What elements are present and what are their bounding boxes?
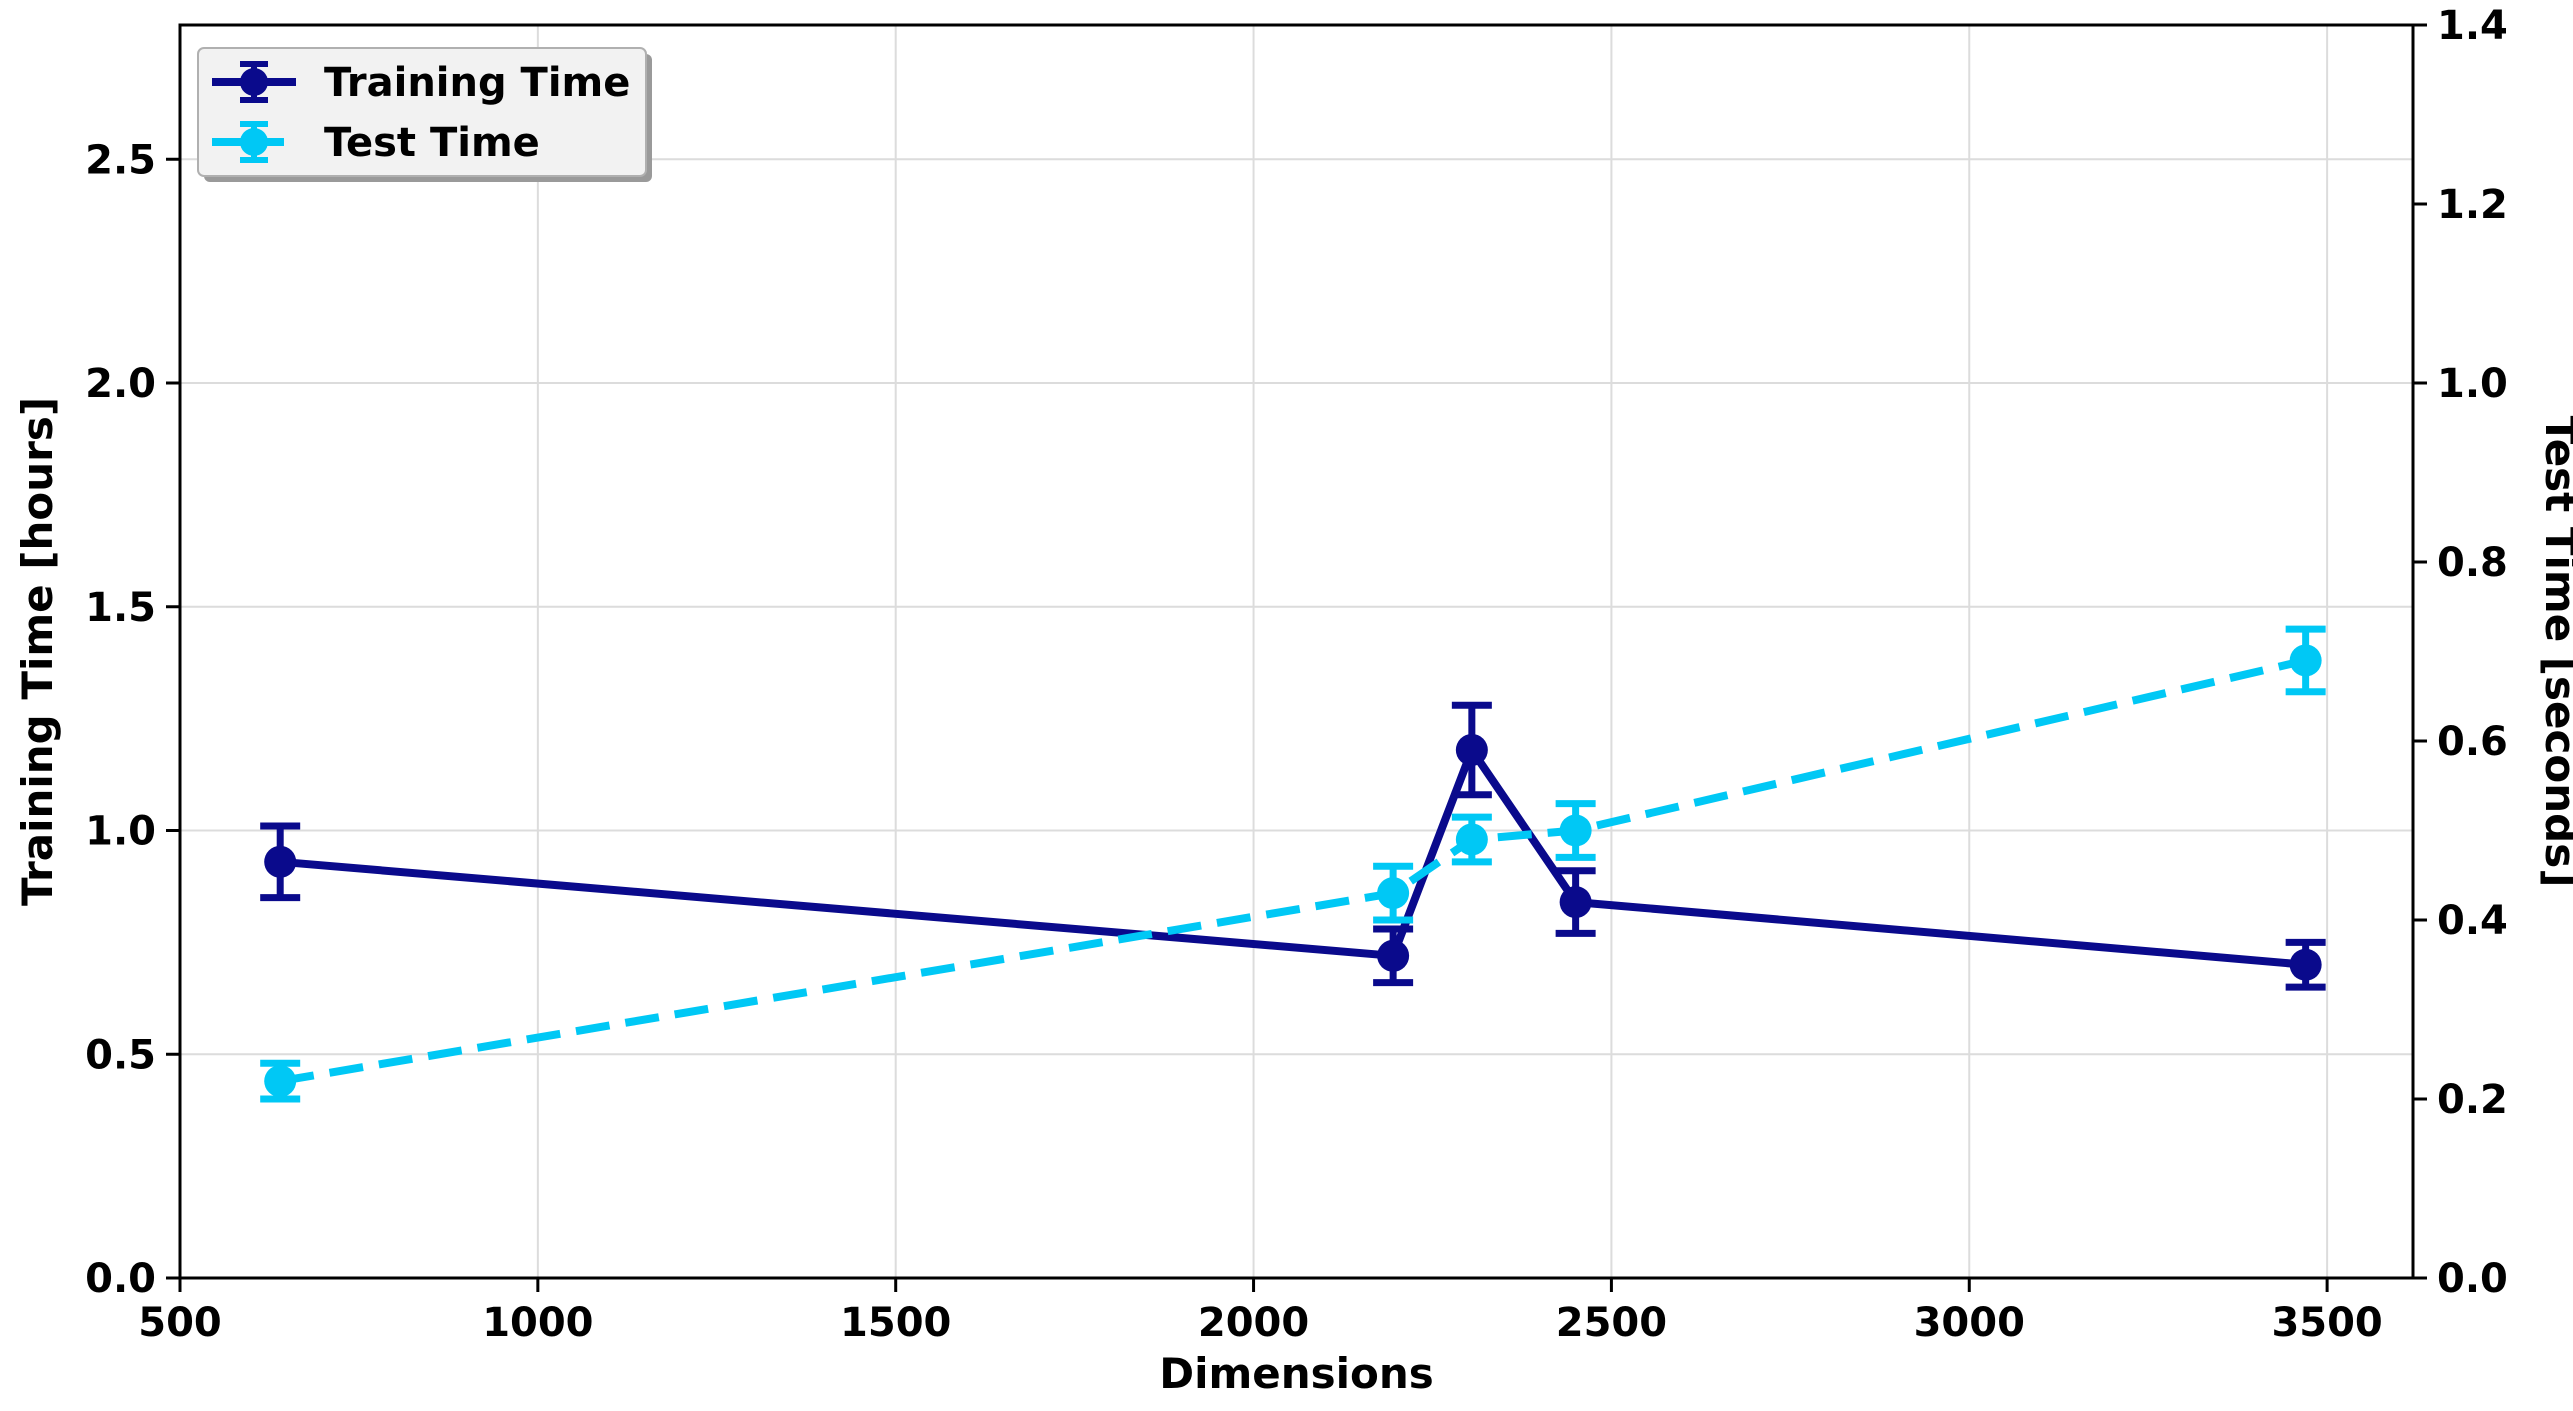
x-axis-label: Dimensions: [1159, 1349, 1434, 1398]
y-left-axis-label: Training Time [hours]: [13, 397, 62, 906]
y-right-tick-label: 0.4: [2437, 898, 2508, 944]
data-point-test-time: [1455, 823, 1488, 856]
legend-swatch-test-time: [212, 121, 296, 163]
y-right-tick-label: 0.2: [2437, 1077, 2508, 1123]
data-point-training-time: [2289, 948, 2322, 981]
x-tick-label: 2000: [1198, 1300, 1309, 1346]
x-tick-label: 2500: [1556, 1300, 1667, 1346]
x-tick-label: 1500: [840, 1300, 951, 1346]
data-point-test-time: [264, 1065, 297, 1098]
data-point-training-time: [1377, 939, 1410, 972]
y-right-tick-label: 1.2: [2437, 182, 2508, 228]
data-point-training-time: [264, 845, 297, 878]
y-right-tick-label: 0.0: [2437, 1256, 2508, 1302]
legend-box: [197, 47, 647, 177]
y-right-tick-label: 0.8: [2437, 540, 2508, 586]
x-tick-label: 3000: [1914, 1300, 2025, 1346]
data-point-test-time: [2289, 644, 2322, 677]
legend-swatch-marker: [240, 68, 268, 96]
series-layer: [260, 625, 2326, 1103]
legend-label-training-time: Training Time: [324, 60, 630, 106]
y-left-tick-label: 2.0: [85, 361, 156, 407]
data-point-test-time: [1377, 877, 1410, 910]
y-left-tick-label: 2.5: [85, 137, 156, 183]
data-point-training-time: [1559, 886, 1592, 919]
y-left-tick-label: 0.5: [85, 1032, 156, 1078]
legend-swatch-training-time: [212, 61, 296, 103]
grid: [179, 25, 2413, 1279]
y-right-tick-label: 1.4: [2437, 3, 2508, 49]
series-line-training-time: [279, 745, 2306, 969]
y-left-tick-label: 1.0: [85, 809, 156, 855]
plot-frame: [178, 23, 2415, 1280]
series-line-test-time: [279, 656, 2307, 1086]
y-right-tick-label: 1.0: [2437, 361, 2508, 407]
y-right-tick-label: 0.6: [2437, 719, 2508, 765]
y-left-tick-label: 0.0: [85, 1256, 156, 1302]
data-point-training-time: [1455, 733, 1488, 766]
y-right-axis-label: Test Time [seconds]: [2536, 416, 2573, 888]
legend: Training Time Test Time: [197, 47, 652, 182]
x-tick-label: 500: [138, 1300, 222, 1346]
axes: 500 1000 1500 2000 2500 3000 3500 0.0 0.5 1.0 1.5 2…: [85, 3, 2508, 1346]
legend-swatch-marker: [240, 128, 268, 156]
y-left-tick-label: 1.5: [85, 585, 156, 631]
x-tick-label: 3500: [2271, 1300, 2382, 1346]
x-tick-label: 1000: [482, 1300, 593, 1346]
series-training-time: [260, 701, 2326, 991]
data-point-test-time: [1559, 814, 1592, 847]
legend-label-test-time: Test Time: [324, 120, 540, 166]
series-test-time: [260, 625, 2326, 1103]
